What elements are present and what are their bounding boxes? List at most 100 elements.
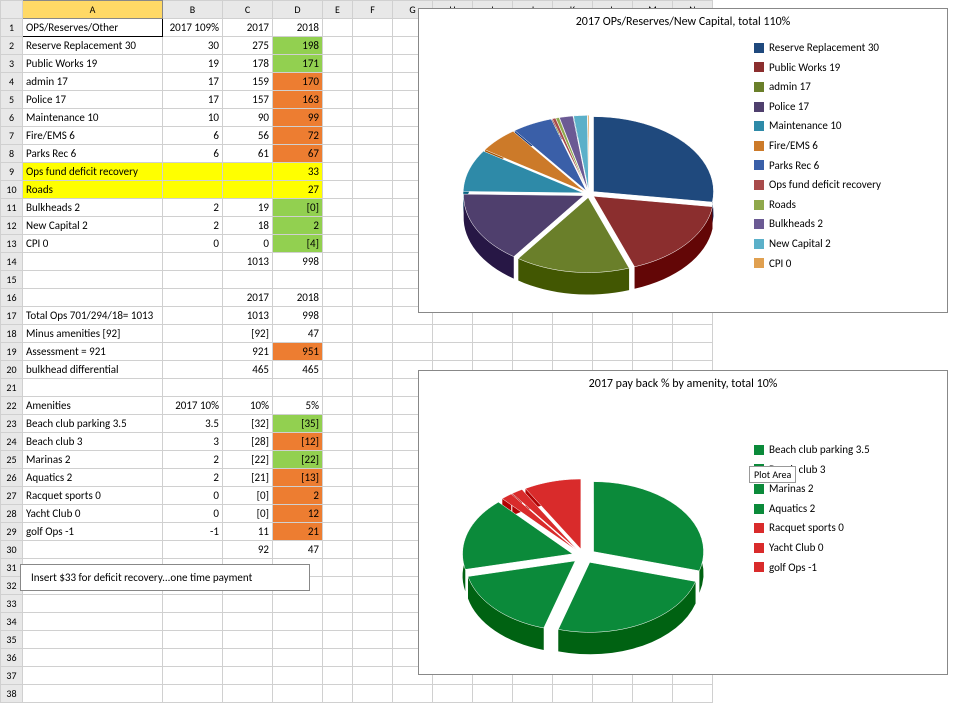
- cell-C38[interactable]: [223, 685, 273, 703]
- cell-H38[interactable]: [433, 685, 473, 703]
- cell-E35[interactable]: [323, 631, 353, 649]
- cell-D27[interactable]: 2: [273, 487, 323, 505]
- cell-A6[interactable]: Maintenance 10: [23, 109, 163, 127]
- cell-D20[interactable]: 465: [273, 361, 323, 379]
- cell-F10[interactable]: [353, 181, 393, 199]
- cell-F3[interactable]: [353, 55, 393, 73]
- cell-A14[interactable]: [23, 253, 163, 271]
- cell-B35[interactable]: [163, 631, 223, 649]
- cell-F31[interactable]: [353, 559, 393, 577]
- cell-B13[interactable]: 0: [163, 235, 223, 253]
- cell-D5[interactable]: 163: [273, 91, 323, 109]
- cell-E14[interactable]: [323, 253, 353, 271]
- cell-F38[interactable]: [353, 685, 393, 703]
- cell-B10[interactable]: [163, 181, 223, 199]
- cell-D10[interactable]: 27: [273, 181, 323, 199]
- cell-C27[interactable]: [0]: [223, 487, 273, 505]
- cell-C8[interactable]: 61: [223, 145, 273, 163]
- cell-F18[interactable]: [353, 325, 393, 343]
- cell-C2[interactable]: 275: [223, 37, 273, 55]
- row-header-33[interactable]: 33: [1, 595, 23, 613]
- cell-M19[interactable]: [633, 343, 673, 361]
- cell-N19[interactable]: [673, 343, 713, 361]
- cell-E5[interactable]: [323, 91, 353, 109]
- cell-E3[interactable]: [323, 55, 353, 73]
- row-header-28[interactable]: 28: [1, 505, 23, 523]
- cell-L18[interactable]: [593, 325, 633, 343]
- cell-D22[interactable]: 5%: [273, 397, 323, 415]
- chart-ops-reserves[interactable]: 2017 OPs/Reserves/New Capital, total 110…: [418, 8, 948, 313]
- cell-E33[interactable]: [323, 595, 353, 613]
- cell-F25[interactable]: [353, 451, 393, 469]
- cell-D13[interactable]: [4]: [273, 235, 323, 253]
- row-header-1[interactable]: 1: [1, 19, 23, 37]
- cell-C33[interactable]: [223, 595, 273, 613]
- cell-C29[interactable]: 11: [223, 523, 273, 541]
- cell-D37[interactable]: [273, 667, 323, 685]
- cell-F27[interactable]: [353, 487, 393, 505]
- cell-E7[interactable]: [323, 127, 353, 145]
- cell-F7[interactable]: [353, 127, 393, 145]
- cell-D7[interactable]: 72: [273, 127, 323, 145]
- cell-E19[interactable]: [323, 343, 353, 361]
- cell-E21[interactable]: [323, 379, 353, 397]
- cell-D29[interactable]: 21: [273, 523, 323, 541]
- cell-B38[interactable]: [163, 685, 223, 703]
- cell-E15[interactable]: [323, 271, 353, 289]
- cell-L19[interactable]: [593, 343, 633, 361]
- cell-G18[interactable]: [393, 325, 433, 343]
- cell-C5[interactable]: 157: [223, 91, 273, 109]
- cell-G19[interactable]: [393, 343, 433, 361]
- cell-D9[interactable]: 33: [273, 163, 323, 181]
- cell-A33[interactable]: [23, 595, 163, 613]
- cell-C35[interactable]: [223, 631, 273, 649]
- cell-E34[interactable]: [323, 613, 353, 631]
- cell-C6[interactable]: 90: [223, 109, 273, 127]
- row-header-11[interactable]: 11: [1, 199, 23, 217]
- cell-H18[interactable]: [433, 325, 473, 343]
- cell-A25[interactable]: Marinas 2: [23, 451, 163, 469]
- cell-E29[interactable]: [323, 523, 353, 541]
- cell-A23[interactable]: Beach club parking 3.5: [23, 415, 163, 433]
- cell-A35[interactable]: [23, 631, 163, 649]
- cell-E25[interactable]: [323, 451, 353, 469]
- cell-D15[interactable]: [273, 271, 323, 289]
- cell-F15[interactable]: [353, 271, 393, 289]
- cell-B2[interactable]: 30: [163, 37, 223, 55]
- cell-C15[interactable]: [223, 271, 273, 289]
- cell-A29[interactable]: golf Ops -1: [23, 523, 163, 541]
- cell-N38[interactable]: [673, 685, 713, 703]
- cell-A38[interactable]: [23, 685, 163, 703]
- cell-E2[interactable]: [323, 37, 353, 55]
- row-header-26[interactable]: 26: [1, 469, 23, 487]
- cell-E38[interactable]: [323, 685, 353, 703]
- cell-D19[interactable]: 951: [273, 343, 323, 361]
- cell-B14[interactable]: [163, 253, 223, 271]
- cell-A20[interactable]: bulkhead differential: [23, 361, 163, 379]
- cell-C30[interactable]: 92: [223, 541, 273, 559]
- cell-F30[interactable]: [353, 541, 393, 559]
- cell-F9[interactable]: [353, 163, 393, 181]
- cell-A36[interactable]: [23, 649, 163, 667]
- cell-D3[interactable]: 171: [273, 55, 323, 73]
- cell-C1[interactable]: 2017: [223, 19, 273, 37]
- row-header-27[interactable]: 27: [1, 487, 23, 505]
- cell-C11[interactable]: 19: [223, 199, 273, 217]
- cell-D28[interactable]: 12: [273, 505, 323, 523]
- cell-C23[interactable]: [32]: [223, 415, 273, 433]
- cell-F24[interactable]: [353, 433, 393, 451]
- row-header-10[interactable]: 10: [1, 181, 23, 199]
- cell-E28[interactable]: [323, 505, 353, 523]
- cell-F29[interactable]: [353, 523, 393, 541]
- cell-K38[interactable]: [553, 685, 593, 703]
- cell-F2[interactable]: [353, 37, 393, 55]
- cell-A7[interactable]: Fire/EMS 6: [23, 127, 163, 145]
- row-header-25[interactable]: 25: [1, 451, 23, 469]
- row-header-2[interactable]: 2: [1, 37, 23, 55]
- cell-D30[interactable]: 47: [273, 541, 323, 559]
- cell-B37[interactable]: [163, 667, 223, 685]
- cell-A18[interactable]: Minus amenities [92]: [23, 325, 163, 343]
- cell-A13[interactable]: CPI 0: [23, 235, 163, 253]
- cell-A3[interactable]: Public Works 19: [23, 55, 163, 73]
- cell-D12[interactable]: 2: [273, 217, 323, 235]
